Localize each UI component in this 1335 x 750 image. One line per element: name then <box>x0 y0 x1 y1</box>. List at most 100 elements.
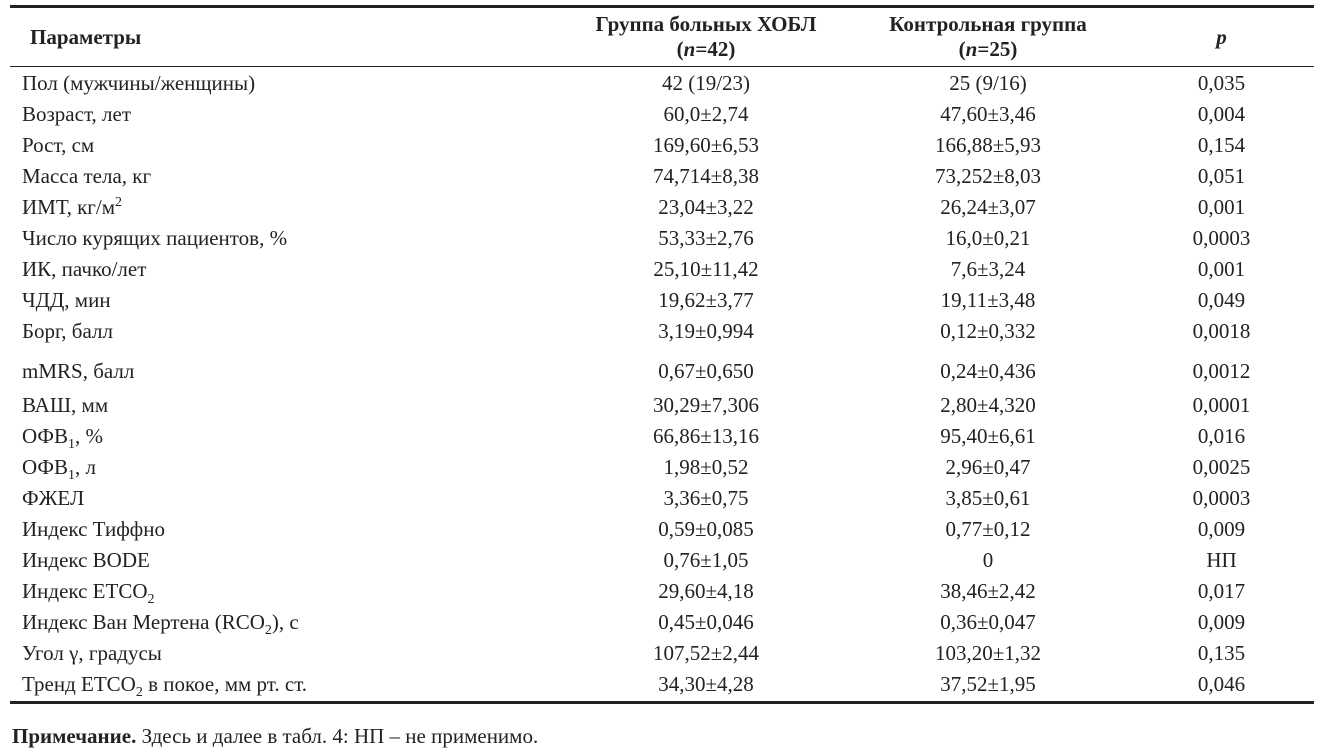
table-row: Число курящих пациентов, % 53,33±2,76 16,0… <box>10 222 1314 253</box>
header-copd-n-value: =42 <box>695 37 729 61</box>
p-value: 0,016 <box>1197 423 1246 448</box>
p-value: 0,009 <box>1197 609 1246 634</box>
p-value: НП <box>1206 547 1237 572</box>
control-value: 95,40±6,61 <box>940 423 1036 448</box>
table-row: Борг, балл 3,19±0,994 0,12±0,332 0,0018 <box>10 315 1314 346</box>
control-value: 2,80±4,320 <box>940 392 1036 417</box>
control-value: 2,96±0,47 <box>945 454 1031 479</box>
p-value: 0,009 <box>1197 516 1246 541</box>
table-row: Индекс ETCO2 29,60±4,18 38,46±2,42 0,017 <box>10 575 1314 607</box>
header-control-title: Контрольная группа <box>889 12 1087 36</box>
footnote-label: Примечание. <box>12 724 137 748</box>
control-value: 25 (9/16) <box>949 70 1027 95</box>
param-name-subscript: 1 <box>68 436 76 452</box>
param-name-suffix: в покое, мм рт. ст. <box>142 671 308 696</box>
param-name: Угол γ, градусы <box>10 637 565 668</box>
param-name-text: Индекс Ван Мертена (RCO <box>22 609 265 634</box>
control-value: 0,12±0,332 <box>940 318 1036 343</box>
p-value: 0,0012 <box>1192 358 1251 383</box>
copd-value: 3,19±0,994 <box>658 318 754 343</box>
table-top-rule <box>10 5 1314 8</box>
param-name-text: ОФВ <box>22 423 69 448</box>
param-name-text: Возраст, лет <box>22 101 132 126</box>
param-name: Рост, см <box>10 129 565 160</box>
table-footnote: Примечание. Здесь и далее в табл. 4: НП … <box>10 722 1314 750</box>
data-table-container: Параметры Группа больных ХОБЛ (n=42) Кон… <box>10 0 1314 750</box>
param-name-text: Индекс Тиффно <box>22 516 166 541</box>
param-name: ИМТ, кг/м2 <box>10 191 565 222</box>
control-value: 26,24±3,07 <box>940 194 1036 219</box>
copd-value: 74,714±8,38 <box>652 163 760 188</box>
table-row: ВАШ, мм 30,29±7,306 2,80±4,320 0,0001 <box>10 389 1314 420</box>
footnote-text: Здесь и далее в табл. 4: НП – не примени… <box>136 724 539 748</box>
param-name-text: Рост, см <box>22 132 95 157</box>
copd-value: 1,98±0,52 <box>663 454 749 479</box>
control-value: 73,252±8,03 <box>934 163 1042 188</box>
table-row: Рост, см 169,60±6,53 166,88±5,93 0,154 <box>10 129 1314 160</box>
table-row: ИК, пачко/лет 25,10±11,42 7,6±3,24 0,001 <box>10 253 1314 284</box>
header-parameters: Параметры <box>10 8 565 67</box>
param-name: ОФВ1, % <box>10 420 565 452</box>
param-name-text: Угол γ, градусы <box>22 640 162 665</box>
param-name: ВАШ, мм <box>10 389 565 420</box>
param-name-text: ВАШ, мм <box>22 392 109 417</box>
param-name: ИК, пачко/лет <box>10 253 565 284</box>
copd-value: 23,04±3,22 <box>658 194 754 219</box>
param-name: Тренд ETCO2 в покое, мм рт. ст. <box>10 668 565 700</box>
param-name-text: ЧДД, мин <box>22 287 111 312</box>
parameters-table: Параметры Группа больных ХОБЛ (n=42) Кон… <box>10 8 1314 699</box>
control-value: 3,85±0,61 <box>945 485 1031 510</box>
copd-value: 107,52±2,44 <box>652 640 760 665</box>
header-copd-title: Группа больных ХОБЛ <box>595 12 817 36</box>
param-name-text: Индекс BODE <box>22 547 150 572</box>
copd-value: 0,67±0,650 <box>658 358 754 383</box>
control-value: 37,52±1,95 <box>940 671 1036 696</box>
p-value: 0,049 <box>1197 287 1246 312</box>
table-row: ОФВ1, % 66,86±13,16 95,40±6,61 0,016 <box>10 420 1314 452</box>
table-row: Угол γ, градусы 107,52±2,44 103,20±1,32 0,1… <box>10 637 1314 668</box>
table-row: Пол (мужчины/женщины) 42 (19/23) 25 (9/16)… <box>10 67 1314 99</box>
param-name: mMRS, балл <box>10 346 565 389</box>
control-value: 38,46±2,42 <box>940 578 1036 603</box>
param-name-text: ИМТ, кг/м <box>22 194 116 219</box>
p-value: 0,001 <box>1197 194 1246 219</box>
param-name-superscript: 2 <box>115 194 123 210</box>
control-value: 103,20±1,32 <box>934 640 1042 665</box>
param-name-text: Пол (мужчины/женщины) <box>22 70 256 95</box>
table-row: ФЖЕЛ 3,36±0,75 3,85±0,61 0,0003 <box>10 482 1314 513</box>
param-name-text: Число курящих пациентов, % <box>22 225 288 250</box>
param-name-subscript: 1 <box>68 467 76 483</box>
p-value: 0,0018 <box>1192 318 1251 343</box>
param-name-text: Индекс ETCO <box>22 578 148 603</box>
table-row: mMRS, балл 0,67±0,650 0,24±0,436 0,0012 <box>10 346 1314 389</box>
copd-value: 3,36±0,75 <box>663 485 749 510</box>
copd-value: 34,30±4,28 <box>658 671 754 696</box>
header-p-value: p <box>1129 8 1314 67</box>
p-value: 0,046 <box>1197 671 1246 696</box>
table-row: Индекс Тиффно 0,59±0,085 0,77±0,12 0,009 <box>10 513 1314 544</box>
control-value: 47,60±3,46 <box>940 101 1036 126</box>
param-name: Пол (мужчины/женщины) <box>10 67 565 99</box>
p-value: 0,001 <box>1197 256 1246 281</box>
param-name-text: Тренд ETCO <box>22 671 136 696</box>
copd-value: 53,33±2,76 <box>658 225 754 250</box>
table-bottom-rule <box>10 701 1314 704</box>
param-name: Индекс Ван Мертена (RCO2), с <box>10 606 565 638</box>
p-value: 0,0025 <box>1192 454 1251 479</box>
table-row: Возраст, лет 60,0±2,74 47,60±3,46 0,004 <box>10 98 1314 129</box>
copd-value: 29,60±4,18 <box>658 578 754 603</box>
copd-value: 0,59±0,085 <box>658 516 754 541</box>
control-value: 0,24±0,436 <box>940 358 1036 383</box>
param-name-text: ИК, пачко/лет <box>22 256 147 281</box>
copd-value: 0,45±0,046 <box>658 609 754 634</box>
copd-value: 0,76±1,05 <box>663 547 749 572</box>
control-value: 0 <box>982 547 994 572</box>
copd-value: 30,29±7,306 <box>652 392 760 417</box>
param-name-text: ФЖЕЛ <box>22 485 85 510</box>
header-control-group: Контрольная группа (n=25) <box>847 8 1129 67</box>
copd-value: 42 (19/23) <box>661 70 751 95</box>
param-name: Индекс BODE <box>10 544 565 575</box>
param-name: Возраст, лет <box>10 98 565 129</box>
header-copd-n-symbol: n <box>683 37 696 61</box>
table-row: ОФВ1, л 1,98±0,52 2,96±0,47 0,0025 <box>10 451 1314 483</box>
